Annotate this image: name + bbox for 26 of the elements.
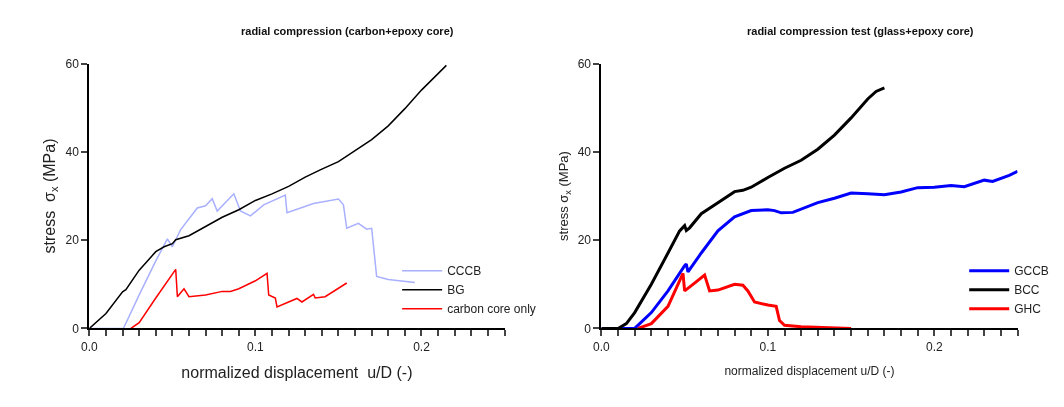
legend-label: GHC bbox=[1014, 302, 1042, 317]
legend-label: BG bbox=[447, 283, 465, 298]
y-tick-label: 60 bbox=[65, 56, 80, 71]
chart-title: radial compression test (glass+epoxy core) bbox=[747, 25, 974, 37]
x-tick-label: 0.1 bbox=[247, 339, 265, 354]
x-tick-label: 0.0 bbox=[81, 339, 99, 354]
x-tick-label: 0.1 bbox=[759, 339, 777, 354]
x-tick-label: 0.2 bbox=[413, 339, 431, 354]
legend-label: CCCB bbox=[447, 264, 482, 279]
y-tick-label: 60 bbox=[577, 56, 592, 71]
legend-label: GCCB bbox=[1014, 264, 1049, 279]
x-axis-title: normalized displacement u/D (-) bbox=[724, 364, 895, 379]
x-tick-label: 0.2 bbox=[925, 339, 943, 354]
legend-label: BCC bbox=[1014, 283, 1040, 298]
y-tick-label: 40 bbox=[65, 145, 80, 160]
line-series bbox=[636, 271, 853, 329]
chart-title: radial compression (carbon+epoxy core) bbox=[241, 25, 454, 37]
y-tick-label: 40 bbox=[577, 145, 592, 160]
line-series bbox=[130, 268, 348, 329]
legend-label: carbon core only bbox=[447, 302, 536, 317]
y-tick-label: 0 bbox=[72, 321, 80, 336]
y-tick-label: 20 bbox=[65, 233, 80, 248]
y-tick-label: 0 bbox=[584, 321, 592, 336]
x-tick-label: 0.0 bbox=[593, 339, 611, 354]
y-tick-label: 20 bbox=[577, 233, 592, 248]
x-axis-title: normalized displacement u/D (-) bbox=[181, 364, 413, 382]
